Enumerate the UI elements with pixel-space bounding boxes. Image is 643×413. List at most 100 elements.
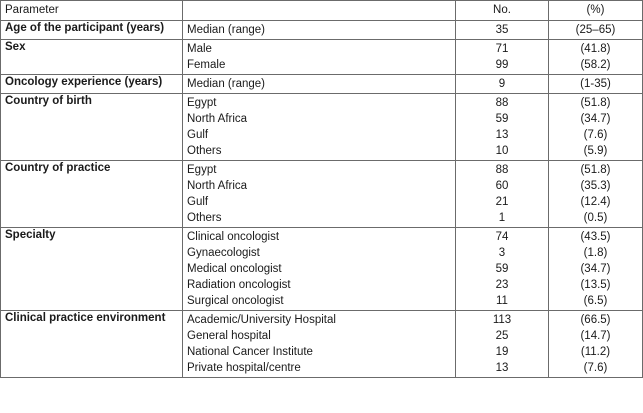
category-label: Others [187,145,222,157]
category-label: National Cancer Institute [187,346,313,358]
percent-value: (1.8) [583,247,608,259]
table-row: Age of the participant (years) Median (ra… [0,20,643,40]
count-cell: 88 60 21 1 [455,160,549,228]
category-label: Medical oncologist [187,263,282,275]
category-cell: Egypt North Africa Gulf Others [182,160,456,228]
table-row: Country of birth Egypt North Africa Gulf Oth… [0,93,643,161]
count-value: 9 [498,78,506,90]
category-label: Gynaecologist [187,247,260,259]
parameter-cell: Oncology experience (years) [0,74,183,94]
demographics-table: Parameter No. (%) Age of the participant… [0,0,643,378]
category-cell: Median (range) [182,74,456,94]
parameter-cell: Country of birth [0,93,183,161]
table-row: Sex Male Female 71 99 (41.8) (58.2) [0,39,643,75]
category-cell: Male Female [182,39,456,75]
percent-value: (51.8) [580,97,611,109]
percent-cell: (43.5) (1.8) (34.7) (13.5) (6.5) [548,227,643,311]
percent-value: (35.3) [580,180,611,192]
category-label: Academic/University Hospital [187,314,336,326]
count-value: 59 [495,263,509,275]
percent-value: (34.7) [580,263,611,275]
percent-value: (7.6) [583,362,608,374]
percent-cell: (1-35) [548,74,643,94]
percent-value: (25–65) [575,24,616,36]
category-label: Others [187,212,222,224]
percent-value: (13.5) [580,279,611,291]
percent-value: (11.2) [580,346,611,358]
percent-value: (66.5) [580,314,611,326]
count-value: 59 [495,113,509,125]
parameter-cell: Country of practice [0,160,183,228]
count-value: 74 [495,231,509,243]
count-value: 35 [495,24,509,36]
percent-cell: (51.8) (35.3) (12.4) (0.5) [548,160,643,228]
percent-value: (43.5) [580,231,611,243]
percent-cell: (51.8) (34.7) (7.6) (5.9) [548,93,643,161]
percent-value: (7.6) [583,129,608,141]
category-label: Female [187,59,226,71]
percent-cell: (25–65) [548,20,643,40]
table-row: Clinical practice environment Academic/Un… [0,310,643,378]
count-value: 60 [495,180,509,192]
count-value: 1 [498,212,506,224]
count-value: 23 [495,279,509,291]
header-no: No. [455,0,549,21]
percent-value: (12.4) [580,196,611,208]
parameter-cell: Specialty [0,227,183,311]
category-label: Egypt [187,97,217,109]
percent-value: (51.8) [580,164,611,176]
category-cell: Clinical oncologist Gynaecologist Medical … [182,227,456,311]
count-cell: 113 25 19 13 [455,310,549,378]
count-value: 25 [495,330,509,342]
count-cell: 35 [455,20,549,40]
category-label: Private hospital/centre [187,362,301,374]
percent-value: (1-35) [580,78,611,90]
percent-cell: (41.8) (58.2) [548,39,643,75]
parameter-cell: Age of the participant (years) [0,20,183,40]
table-row: Country of practice Egypt North Africa Gulf… [0,160,643,228]
category-label: Median (range) [187,24,265,36]
percent-value: (0.5) [583,212,608,224]
header-row: Parameter No. (%) [0,0,643,21]
count-value: 88 [495,97,509,109]
percent-value: (34.7) [580,113,611,125]
category-label: Male [187,43,212,55]
category-cell: Median (range) [182,20,456,40]
category-label: North Africa [187,180,248,192]
category-label: Gulf [187,196,209,208]
count-cell: 9 [455,74,549,94]
percent-value: (14.7) [580,330,611,342]
parameter-cell: Sex [0,39,183,75]
category-label: North Africa [187,113,248,125]
count-value: 71 [495,43,509,55]
table-body: Age of the participant (years) Median (ra… [0,20,643,378]
count-value: 13 [495,362,509,374]
category-label: Gulf [187,129,209,141]
count-cell: 88 59 13 10 [455,93,549,161]
percent-value: (5.9) [583,145,608,157]
count-cell: 74 3 59 23 11 [455,227,549,311]
header-pct: (%) [548,0,643,21]
count-value: 21 [495,196,509,208]
count-value: 99 [495,59,509,71]
table-header: Parameter No. (%) [0,0,643,21]
category-label: Median (range) [187,78,265,90]
percent-value: (58.2) [580,59,611,71]
category-cell: Egypt North Africa Gulf Others [182,93,456,161]
category-label: Radiation oncologist [187,279,291,291]
count-value: 11 [496,295,508,307]
count-value: 3 [498,247,506,259]
percent-value: (6.5) [583,295,608,307]
header-parameter: Parameter [0,0,183,21]
percent-value: (41.8) [580,43,611,55]
category-label: Surgical oncologist [187,295,284,307]
count-cell: 71 99 [455,39,549,75]
parameter-cell: Clinical practice environment [0,310,183,378]
percent-cell: (66.5) (14.7) (11.2) (7.6) [548,310,643,378]
table-row: Oncology experience (years) Median (range… [0,74,643,94]
count-value: 88 [495,164,509,176]
count-value: 10 [495,145,509,157]
table-row: Specialty Clinical oncologist Gynaecologis… [0,227,643,311]
category-cell: Academic/University Hospital General hosp… [182,310,456,378]
count-value: 113 [492,314,512,326]
